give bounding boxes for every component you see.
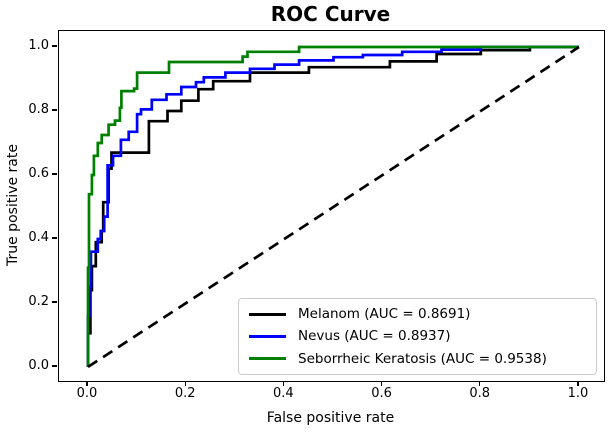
y-tick-mark	[52, 109, 57, 111]
y-tick-mark	[52, 237, 57, 239]
x-axis-label: False positive rate	[266, 410, 395, 426]
y-tick-label: 0.2	[28, 293, 49, 309]
y-axis-label: True positive rate	[5, 144, 21, 266]
x-tick-label: 0.4	[273, 386, 294, 401]
x-tick-label: 1.0	[567, 386, 589, 401]
y-tick-label: 0.0	[28, 357, 49, 373]
y-tick-label: 0.6	[28, 165, 49, 181]
chance-diagonal	[87, 45, 580, 369]
y-tick-label: 0.4	[28, 229, 49, 245]
legend-box: Melanom (AUC = 0.8691) Nevus (AUC = 0.89…	[238, 298, 597, 375]
x-tick-mark	[86, 381, 88, 386]
x-tick-label: 0.2	[174, 386, 196, 401]
legend-label-seborrheic-keratosis: Seborrheic Keratosis (AUC = 0.9538)	[298, 350, 547, 367]
roc-curve-nevus	[86, 45, 579, 367]
x-tick-mark	[479, 381, 481, 386]
x-tick-mark	[577, 381, 579, 386]
chart-title: ROC Curve	[270, 2, 391, 26]
x-tick-mark	[282, 381, 284, 386]
y-tick-label: 1.0	[28, 37, 49, 53]
legend-row-melanom: Melanom (AUC = 0.8691)	[249, 303, 588, 325]
x-tick-label: 0.8	[469, 386, 491, 401]
y-tick-mark	[52, 45, 57, 47]
y-tick-mark	[52, 173, 57, 175]
legend-row-seborrheic-keratosis: Seborrheic Keratosis (AUC = 0.9538)	[249, 348, 588, 370]
y-tick-label: 0.8	[28, 101, 49, 117]
legend-row-nevus: Nevus (AUC = 0.8937)	[249, 325, 588, 347]
x-tick-label: 0.6	[371, 386, 392, 401]
legend-line-seborrheic-keratosis	[249, 357, 286, 361]
roc-curve-melanom	[86, 45, 579, 367]
legend-label-melanom: Melanom (AUC = 0.8691)	[298, 306, 471, 323]
legend-label-nevus: Nevus (AUC = 0.8937)	[298, 328, 451, 345]
roc-curves-svg	[86, 45, 580, 369]
legend-line-melanom	[249, 312, 286, 316]
legend-line-nevus	[249, 334, 286, 339]
roc-curve-seborrheic-keratosis	[86, 45, 579, 367]
x-tick-mark	[380, 381, 383, 386]
y-tick-mark	[52, 365, 57, 367]
y-tick-mark	[52, 301, 57, 303]
x-tick-label: 0.0	[76, 386, 98, 401]
x-tick-mark	[184, 381, 186, 386]
